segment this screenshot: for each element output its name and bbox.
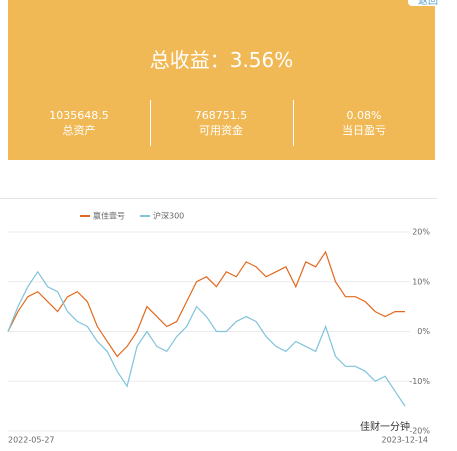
y-tick-label: -10% — [409, 377, 430, 386]
series-line — [7, 270, 406, 407]
total-return: 总收益：3.56% — [149, 48, 294, 72]
series-line — [7, 250, 405, 358]
stat: 0.08% 当日盈亏 — [293, 108, 435, 138]
back-button[interactable]: 返回 — [408, 0, 448, 7]
x-tick-label: 2023-12-14 — [382, 436, 429, 445]
y-tick-label: 10% — [412, 277, 430, 286]
stat-value: 1035648.5 — [49, 109, 109, 122]
stat: 768751.5 可用资金 — [150, 108, 292, 138]
y-tick-label: 20% — [412, 228, 430, 237]
stat-value: 0.08% — [346, 109, 382, 122]
x-tick-label: 2022-05-27 — [8, 436, 55, 445]
stat-label: 可用资金 — [199, 124, 243, 137]
separator — [293, 100, 294, 146]
y-tick-label: 0% — [417, 327, 430, 336]
summary-card: 返回 总收益：3.56% 1035648.5 总资产 768751.5 可用资金 0… — [8, 0, 448, 160]
stat-label: 总资产 — [62, 124, 96, 137]
chart-panel — [0, 198, 437, 451]
stat-value: 768751.5 — [194, 109, 248, 122]
legend-label: 赢佳壹号 — [93, 211, 125, 221]
stat: 1035648.5 总资产 — [8, 108, 150, 138]
legend-label: 沪深300 — [153, 211, 184, 221]
separator — [150, 100, 151, 146]
watermark: 佳财一分钟 — [360, 418, 410, 433]
y-tick-label: -20% — [409, 427, 430, 436]
stat-label: 当日盈亏 — [342, 124, 386, 137]
